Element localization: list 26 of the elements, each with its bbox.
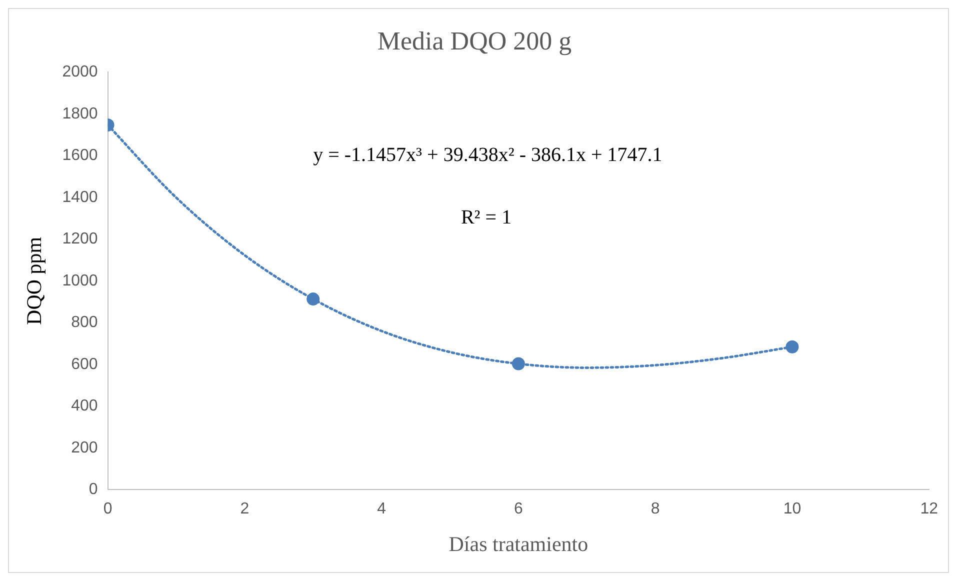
x-axis-title: Días tratamiento [448,532,588,556]
y-tick-label: 1800 [62,105,98,122]
y-tick-label: 1200 [62,230,98,248]
annotation: R² = 1 [460,206,512,229]
x-tick-label: 6 [514,500,523,518]
point [512,357,525,370]
y-tick-label: 2000 [62,64,98,81]
y-tick-label: 1000 [62,272,98,290]
y-tick-label: 400 [71,398,98,415]
annotation: y = -1.1457x³ + 39.438x² - 386.1x + 1747.1 [313,144,662,166]
x-tick-label: 10 [783,500,802,518]
x-tick-label: 0 [103,500,112,518]
y-axis-title: DQO ppm [22,236,46,325]
point [306,292,320,306]
x-tick-label: 2 [240,500,250,518]
x-tick-label: 8 [650,500,660,518]
y-tick-label: 800 [71,314,98,332]
y-tick-label: 1400 [62,188,98,206]
x-tick-label: 4 [377,500,386,518]
point [786,340,799,354]
y-tick-label: 0 [88,481,98,498]
y-tick-label: 1600 [62,147,98,164]
x-tick-label: 12 [920,500,938,518]
y-tick-label: 200 [71,439,98,456]
chart-title: Media DQO 200 g [377,26,572,56]
y-tick-label: 600 [71,356,98,373]
